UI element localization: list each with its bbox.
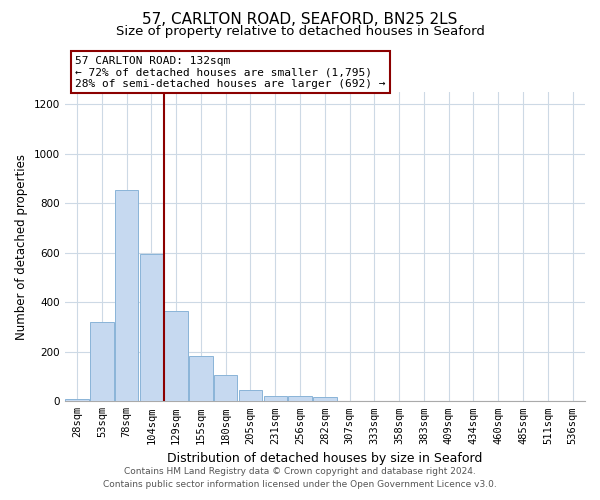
Bar [462, 400, 485, 402]
Bar [140, 254, 163, 402]
Bar [65, 399, 89, 402]
X-axis label: Distribution of detached houses by size in Seaford: Distribution of detached houses by size … [167, 452, 482, 465]
Y-axis label: Number of detached properties: Number of detached properties [15, 154, 28, 340]
Bar [288, 396, 312, 402]
Text: 57 CARLTON ROAD: 132sqm
← 72% of detached houses are smaller (1,795)
28% of semi: 57 CARLTON ROAD: 132sqm ← 72% of detache… [75, 56, 386, 89]
Bar [164, 311, 188, 402]
Text: 57, CARLTON ROAD, SEAFORD, BN25 2LS: 57, CARLTON ROAD, SEAFORD, BN25 2LS [142, 12, 458, 28]
Bar [263, 396, 287, 402]
Bar [313, 397, 337, 402]
Text: Size of property relative to detached houses in Seaford: Size of property relative to detached ho… [116, 25, 484, 38]
Bar [239, 390, 262, 402]
Bar [189, 356, 213, 402]
Bar [214, 376, 238, 402]
Text: Contains HM Land Registry data © Crown copyright and database right 2024.
Contai: Contains HM Land Registry data © Crown c… [103, 468, 497, 489]
Bar [115, 190, 139, 402]
Bar [90, 322, 113, 402]
